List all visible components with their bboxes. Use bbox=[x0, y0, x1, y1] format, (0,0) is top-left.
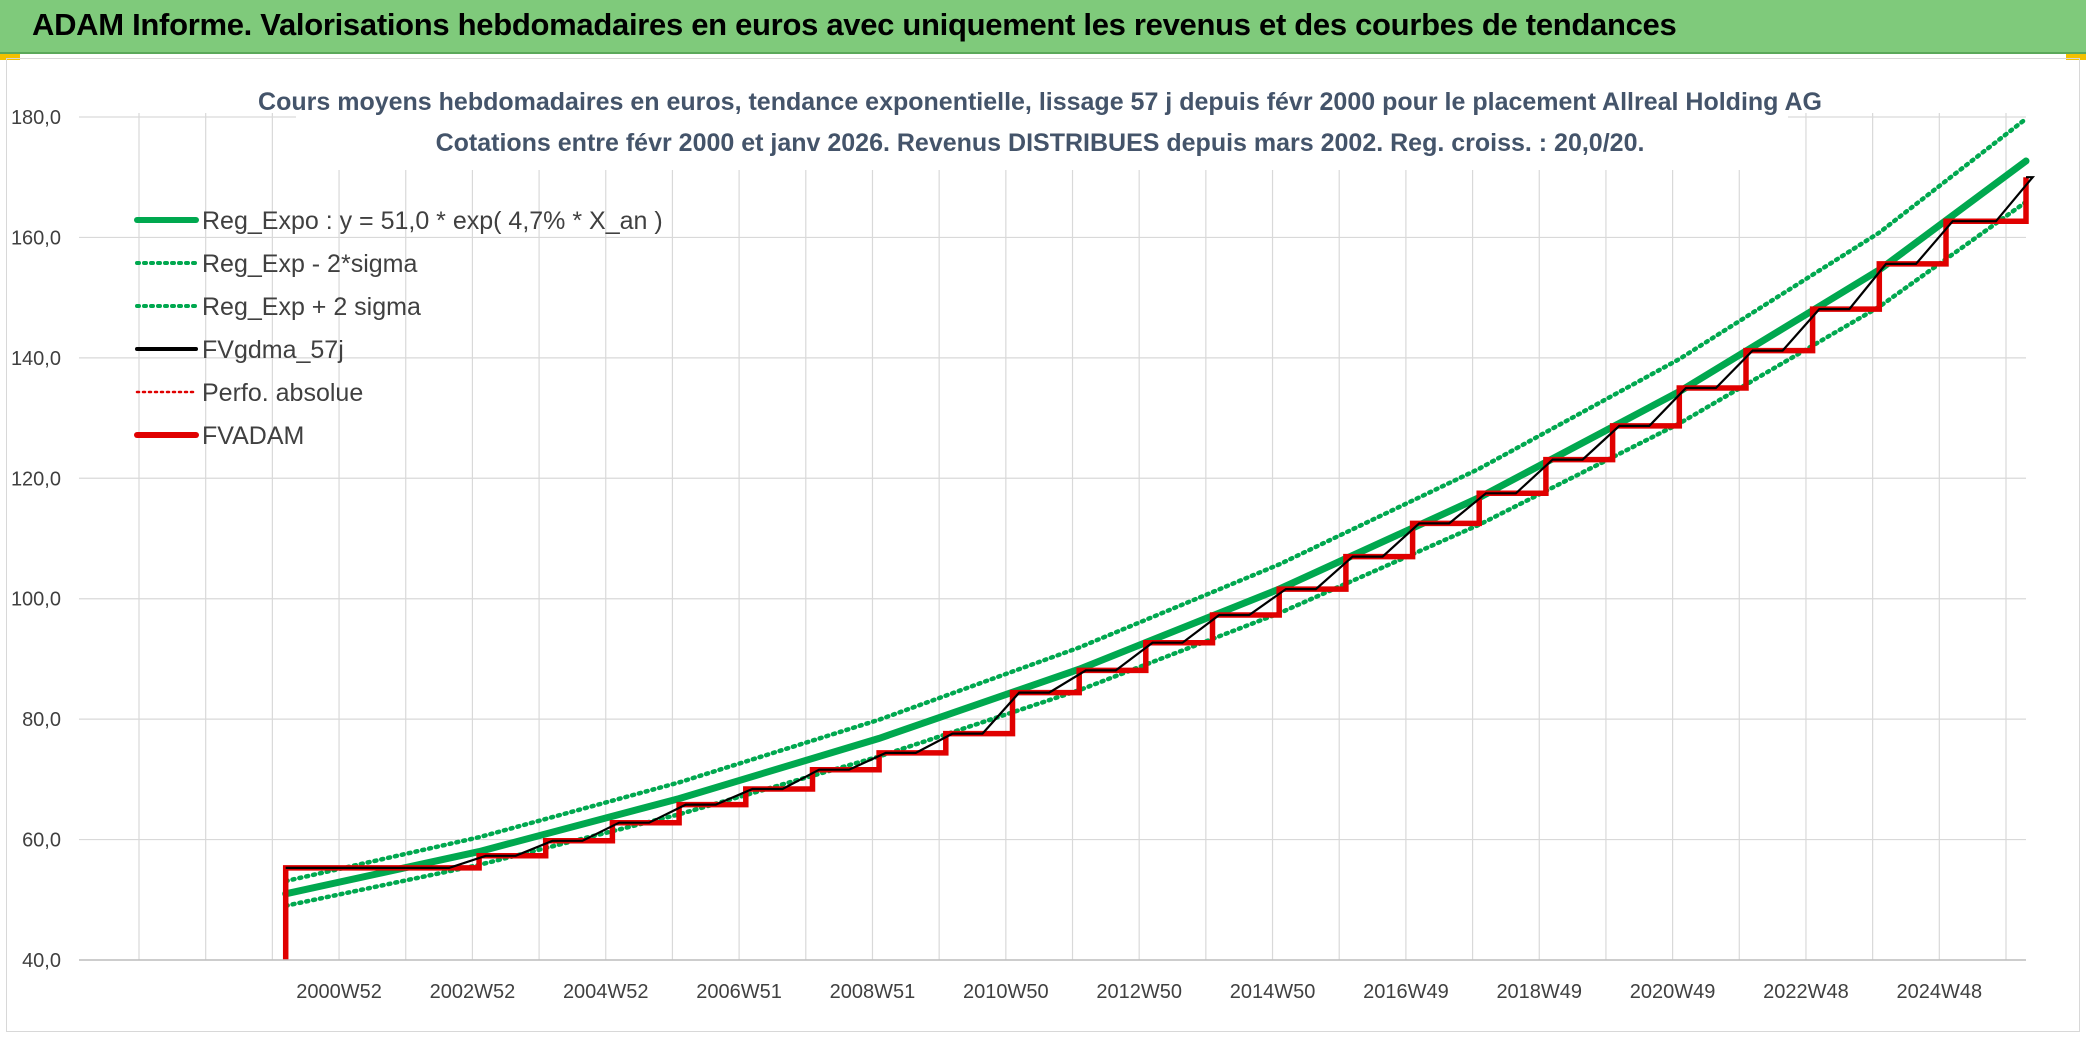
x-tick-label: 2018W49 bbox=[1496, 981, 1582, 1003]
series-lower-line bbox=[283, 199, 2029, 909]
x-tick-label: 2010W50 bbox=[963, 981, 1049, 1003]
legend-label-perfo: Perfo. absolue bbox=[202, 379, 363, 407]
report-title: ADAM Informe. Valorisations hebdomadaire… bbox=[32, 7, 1677, 42]
x-tick-label: 2006W51 bbox=[696, 981, 782, 1003]
x-tick-label: 2008W51 bbox=[830, 981, 916, 1003]
x-tick-label: 2004W52 bbox=[563, 981, 649, 1003]
chart-axes: 40,0 60,0 80,0 100,0 120,0 140,0 160,0 180,0 200… bbox=[11, 107, 2026, 1003]
series-fvgdma-line bbox=[285, 176, 2036, 869]
y-tick-label: 160,0 bbox=[11, 227, 61, 249]
y-tick-label: 60,0 bbox=[22, 830, 61, 852]
corner-mark-left bbox=[0, 54, 20, 60]
legend-label-fvadam: FVADAM bbox=[202, 422, 304, 450]
legend-label-reg: Reg_Expo : y = 51,0 * exp( 4,7% * X_an ) bbox=[202, 207, 663, 235]
chart-subtitle: Cotations entre févr 2000 et janv 2026. … bbox=[436, 129, 1645, 157]
legend-label-upper: Reg_Exp + 2 sigma bbox=[202, 293, 421, 321]
series-upper-line bbox=[283, 116, 2029, 884]
x-tick-label: 2000W52 bbox=[296, 981, 382, 1003]
chart-legend: Reg_Expo : y = 51,0 * exp( 4,7% * X_an )… bbox=[134, 207, 663, 450]
y-tick-label: 140,0 bbox=[11, 348, 61, 370]
chart-series bbox=[282, 116, 2036, 960]
series-reg-expo-line bbox=[282, 157, 2030, 898]
y-tick-label: 80,0 bbox=[22, 709, 61, 731]
x-tick-label: 2014W50 bbox=[1230, 981, 1316, 1003]
chart-title: Cours moyens hebdomadaires en euros, ten… bbox=[258, 88, 1822, 116]
x-tick-label: 2016W49 bbox=[1363, 981, 1449, 1003]
x-tick-label: 2002W52 bbox=[430, 981, 516, 1003]
legend-label-fvgdma: FVgdma_57j bbox=[202, 336, 344, 364]
y-tick-label: 120,0 bbox=[11, 468, 61, 490]
x-tick-label: 2024W48 bbox=[1897, 981, 1983, 1003]
chart-frame bbox=[6, 58, 2080, 1032]
report-banner: ADAM Informe. Valorisations hebdomadaire… bbox=[0, 0, 2086, 54]
x-tick-label: 2020W49 bbox=[1630, 981, 1716, 1003]
title-backdrop bbox=[296, 78, 1788, 170]
x-tick-label: 2022W48 bbox=[1763, 981, 1849, 1003]
chart-grid bbox=[79, 113, 2026, 961]
y-tick-label: 40,0 bbox=[22, 950, 61, 972]
y-tick-label: 100,0 bbox=[11, 589, 61, 611]
legend-label-lower: Reg_Exp - 2*sigma bbox=[202, 250, 417, 278]
y-tick-label: 180,0 bbox=[11, 107, 61, 129]
corner-mark-right bbox=[2066, 54, 2086, 60]
x-tick-label: 2012W50 bbox=[1096, 981, 1182, 1003]
